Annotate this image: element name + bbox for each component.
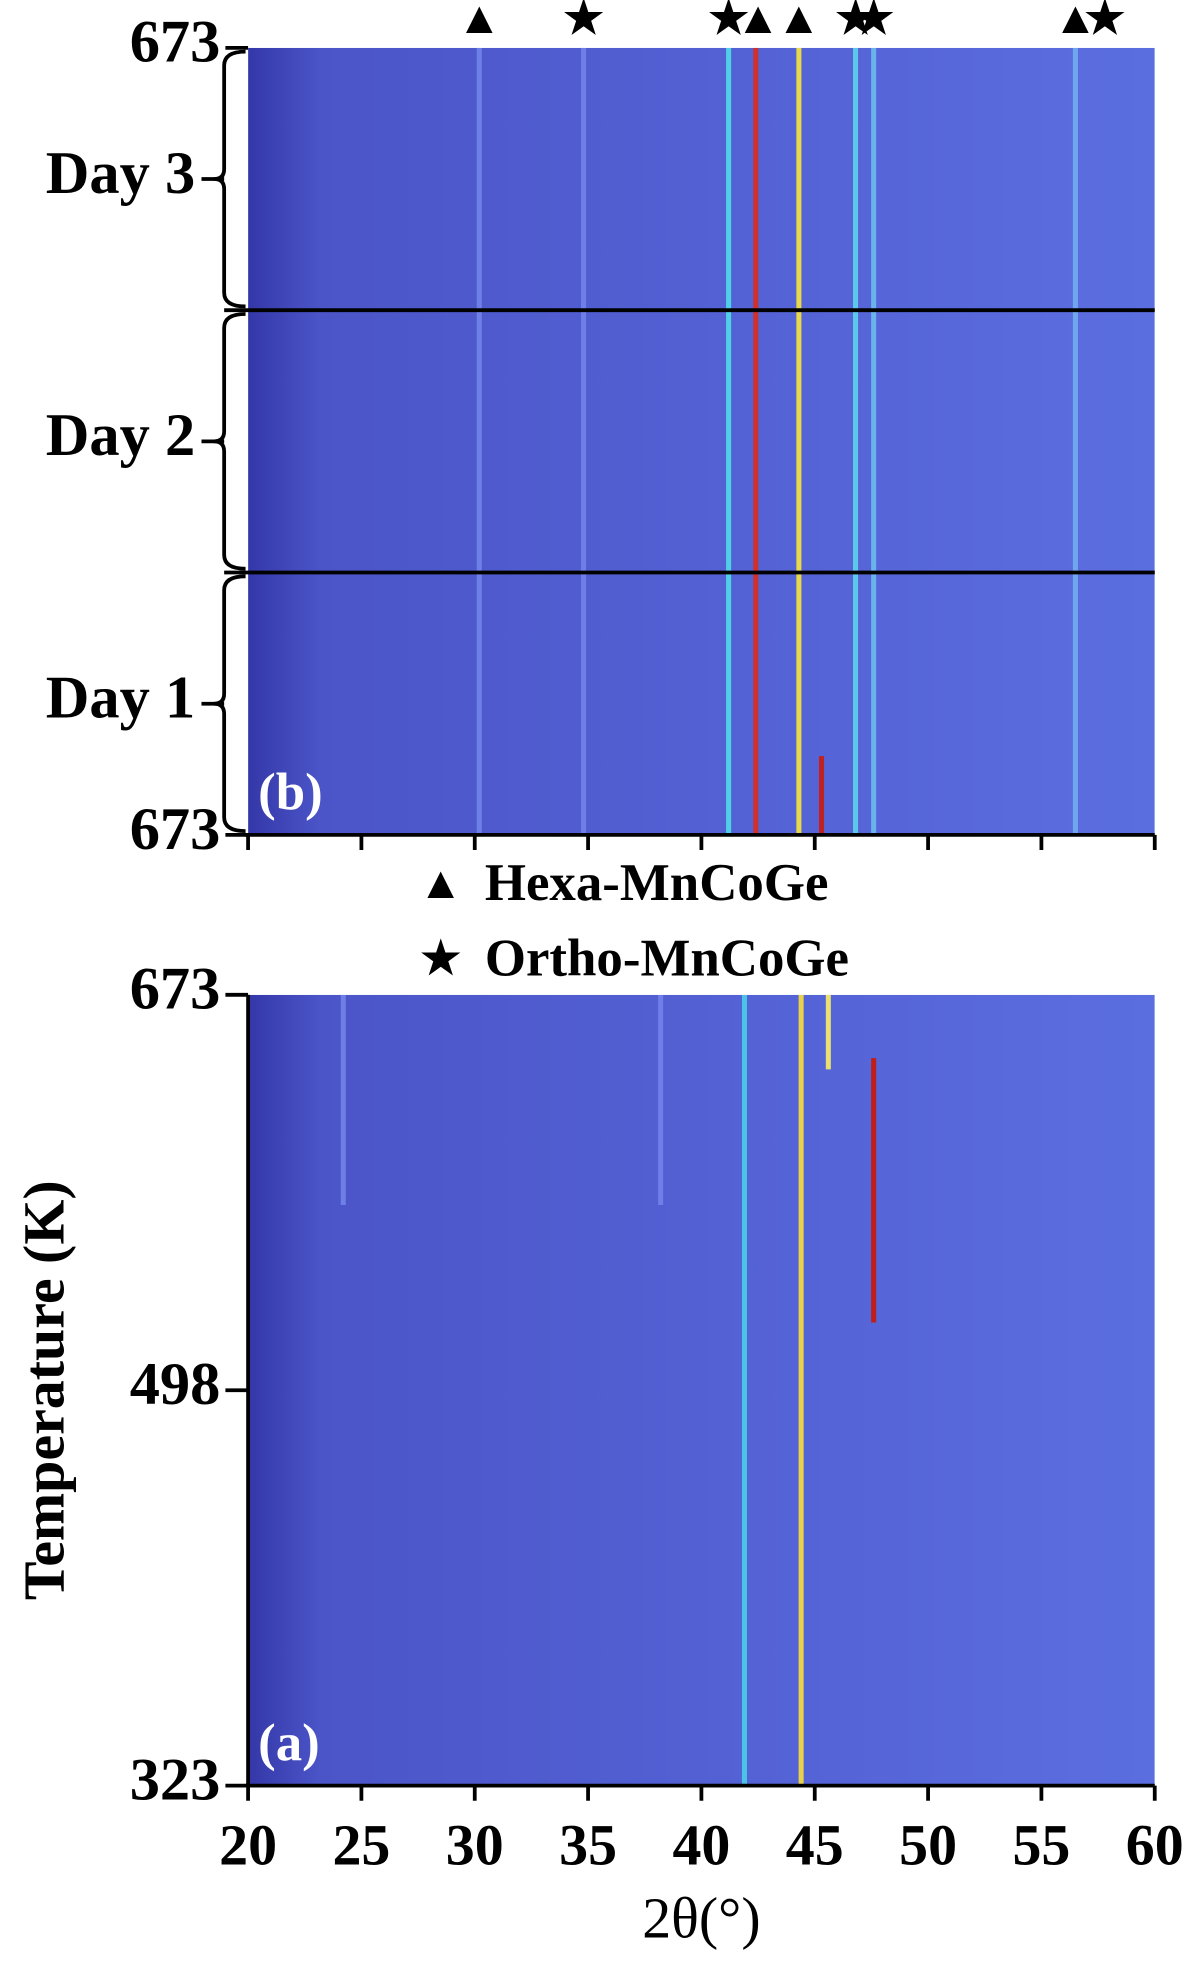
y-tick-label: 323 [130, 1747, 221, 1814]
y-tick-label: 673 [130, 796, 221, 863]
peak-marker: ▲ [1053, 0, 1098, 43]
day-brace [213, 312, 246, 571]
heatmap-background [248, 47, 1155, 835]
x-tick-label: 20 [219, 1812, 277, 1877]
peak-marker: ▲ [776, 0, 821, 43]
y-tick-label: 673 [130, 956, 221, 1023]
y-tick-label: Day 2 [46, 402, 195, 469]
peak-marker: ★ [853, 0, 894, 43]
panel-label: (a) [258, 1714, 320, 1772]
x-axis-label: 2θ(°) [642, 1885, 760, 1950]
peak-marker: ▲ [457, 0, 502, 43]
y-axis-label: Temperature (K) [12, 1180, 77, 1600]
day-brace [213, 574, 246, 833]
heatmap-background [248, 994, 1155, 1786]
peak-marker: ★ [563, 0, 604, 43]
x-tick-label: 25 [332, 1812, 390, 1877]
heatmap [248, 994, 1155, 1786]
y-tick-label: Day 3 [46, 140, 195, 207]
y-tick-label: 498 [130, 1351, 221, 1418]
peak-marker: ★ [708, 0, 749, 43]
x-tick-label: 60 [1126, 1812, 1184, 1877]
x-tick-label: 45 [786, 1812, 844, 1877]
y-tick-label: Day 1 [46, 665, 195, 732]
peak-marker: ★ [1085, 0, 1126, 43]
y-tick-label: 673 [130, 9, 221, 76]
peak-marker: ★ [835, 0, 876, 43]
x-tick-label: 40 [672, 1812, 730, 1877]
x-tick-label: 55 [1012, 1812, 1070, 1877]
legend-label: Ortho-MnCoGe [485, 929, 849, 987]
legend-symbol: ▲ [418, 858, 463, 908]
peak-marker: ▲ [736, 0, 781, 43]
x-tick-label: 35 [559, 1812, 617, 1877]
day-brace [213, 49, 246, 309]
x-tick-label: 50 [899, 1812, 957, 1877]
x-tick-label: 30 [446, 1812, 504, 1877]
heatmap [248, 47, 1155, 835]
panel-label: (b) [258, 763, 323, 821]
legend-symbol: ★ [420, 934, 461, 984]
legend-label: Hexa-MnCoGe [485, 854, 829, 912]
